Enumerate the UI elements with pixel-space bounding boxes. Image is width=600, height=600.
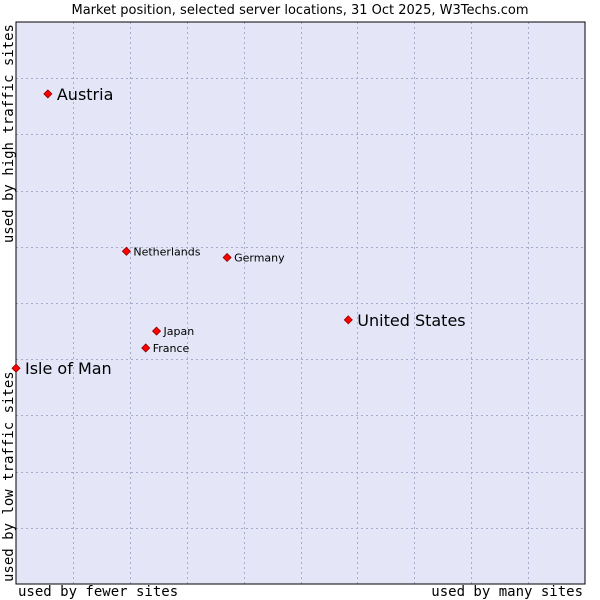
point-label-netherlands: Netherlands — [133, 245, 200, 258]
point-netherlands — [121, 246, 131, 256]
plot-area — [15, 21, 586, 585]
y-axis-label-bottom: used by low traffic sites — [1, 371, 17, 582]
point-label-japan: Japan — [163, 325, 195, 338]
point-isle-of-man — [11, 363, 21, 373]
plot-border — [15, 21, 586, 585]
point-label-germany: Germany — [234, 251, 285, 264]
x-axis-label-right: used by many sites — [431, 584, 583, 600]
grid-lines — [16, 22, 585, 584]
point-united-states — [343, 315, 353, 325]
point-japan — [151, 326, 162, 336]
point-label-austria: Austria — [57, 85, 114, 104]
y-axis-label-top: used by high traffic sites — [1, 24, 17, 243]
chart-title: Market position, selected server locatio… — [71, 3, 528, 18]
point-france — [141, 343, 151, 353]
point-label-united-states: United States — [357, 311, 465, 330]
point-label-france: France — [153, 342, 190, 355]
x-axis-label-left: used by fewer sites — [18, 584, 178, 600]
point-austria — [43, 89, 53, 99]
point-germany — [222, 252, 232, 263]
data-points: Austria Netherlands Germany United States Ja… — [11, 85, 466, 378]
point-label-isle-of-man: Isle of Man — [25, 359, 112, 378]
